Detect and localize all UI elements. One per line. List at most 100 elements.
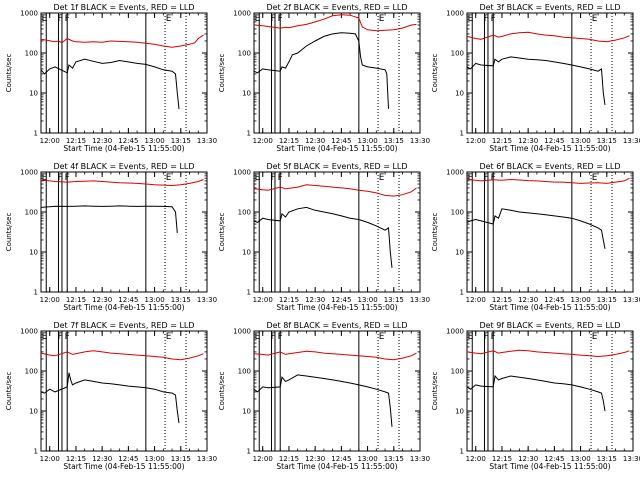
x-tick-label: 12:30 (305, 137, 325, 145)
x-tick-label: 12:15 (492, 137, 512, 145)
y-tick-label: 10 (29, 249, 38, 257)
y-axis-label: Counts/sec (218, 54, 226, 93)
y-tick-label: 1000 (20, 328, 38, 336)
x-tick-label: 12:15 (66, 455, 86, 463)
marker-letter: E (255, 332, 261, 342)
y-tick-label: 1 (460, 130, 464, 138)
marker-letter: F (65, 173, 70, 183)
chart-title: Det 7f BLACK = Events, RED = LLD (53, 321, 194, 330)
y-tick-label: 100 (238, 209, 251, 217)
events-series-line (40, 372, 180, 424)
events-series-line (466, 208, 606, 249)
x-tick-label: 13:30 (623, 137, 640, 145)
x-tick-label: 12:30 (92, 296, 112, 304)
x-tick-label: 12:15 (279, 455, 299, 463)
y-tick-label: 1 (247, 130, 251, 138)
y-tick-label: 1 (247, 448, 251, 456)
x-tick-label: 13:30 (623, 455, 640, 463)
chart-panel: Det 2f BLACK = Events, RED = LLD Counts/s… (218, 3, 430, 153)
x-axis-label: Start Time (04-Feb-15 11:55:00) (489, 303, 610, 312)
x-tick-label: 12:00 (40, 455, 60, 463)
marker-letter: E (592, 14, 598, 24)
x-tick-label: 12:45 (544, 296, 564, 304)
chart-title: Det 6f BLACK = Events, RED = LLD (479, 162, 620, 171)
x-tick-label: 13:15 (171, 455, 191, 463)
y-tick-label: 10 (29, 408, 38, 416)
x-tick-label: 12:15 (279, 296, 299, 304)
x-axis-label: Start Time (04-Feb-15 11:55:00) (63, 303, 184, 312)
y-axis-label: Counts/sec (431, 372, 439, 411)
lld-series-line (466, 177, 630, 184)
x-tick-label: 13:15 (384, 296, 404, 304)
y-tick-label: 100 (25, 209, 38, 217)
marker-letter: F (271, 173, 276, 183)
events-series-line (253, 374, 393, 427)
chart-panel: Det 6f BLACK = Events, RED = LLD Counts/s… (431, 162, 640, 312)
x-tick-label: 12:00 (253, 137, 273, 145)
marker-letter: F (278, 332, 283, 342)
x-tick-label: 13:30 (410, 137, 430, 145)
marker-letter: E (255, 14, 261, 24)
x-axis-label: Start Time (04-Feb-15 11:55:00) (276, 462, 397, 471)
y-tick-label: 1 (460, 289, 464, 297)
chart-panel: Det 3f BLACK = Events, RED = LLD Counts/s… (431, 3, 640, 153)
x-tick-label: 13:00 (144, 296, 164, 304)
marker-letter: E (42, 173, 48, 183)
y-tick-label: 1000 (446, 10, 464, 18)
x-tick-label: 12:15 (492, 455, 512, 463)
events-series-line (253, 206, 393, 268)
x-tick-label: 12:45 (544, 455, 564, 463)
y-tick-label: 1000 (20, 169, 38, 177)
marker-letter: E (592, 332, 598, 342)
x-tick-label: 12:15 (66, 296, 86, 304)
y-tick-label: 1000 (233, 328, 251, 336)
x-tick-label: 13:15 (597, 296, 617, 304)
y-tick-label: 100 (238, 50, 251, 58)
y-tick-label: 1 (460, 448, 464, 456)
marker-letter: E (255, 173, 261, 183)
y-axis-label: Counts/sec (218, 372, 226, 411)
x-tick-label: 13:30 (623, 296, 640, 304)
chart-title: Det 2f BLACK = Events, RED = LLD (266, 3, 407, 12)
plot-frame (253, 330, 421, 452)
lld-series-line (253, 14, 417, 32)
chart-title: Det 8f BLACK = Events, RED = LLD (266, 321, 407, 330)
marker-letter: F (491, 173, 496, 183)
x-tick-label: 12:30 (92, 455, 112, 463)
x-axis-label: Start Time (04-Feb-15 11:55:00) (489, 144, 610, 153)
lld-series-line (40, 350, 204, 361)
marker-letter: E (166, 173, 172, 183)
marker-letter: F (491, 332, 496, 342)
x-axis-label: Start Time (04-Feb-15 11:55:00) (63, 462, 184, 471)
plot-frame (466, 12, 634, 134)
events-series-line (253, 32, 389, 109)
y-axis-label: Counts/sec (431, 54, 439, 93)
y-tick-label: 100 (451, 368, 464, 376)
x-tick-label: 12:00 (466, 296, 486, 304)
y-tick-label: 1000 (233, 10, 251, 18)
x-tick-label: 13:30 (410, 455, 430, 463)
y-tick-label: 1000 (446, 328, 464, 336)
x-tick-label: 12:30 (518, 296, 538, 304)
chart-title: Det 1f BLACK = Events, RED = LLD (53, 3, 194, 12)
chart-title: Det 4f BLACK = Events, RED = LLD (53, 162, 194, 171)
marker-letter: F (65, 332, 70, 342)
y-tick-label: 10 (455, 408, 464, 416)
chart-panel: Det 4f BLACK = Events, RED = LLD Counts/s… (5, 162, 217, 312)
x-tick-label: 12:45 (118, 455, 138, 463)
x-tick-label: 12:00 (466, 455, 486, 463)
x-tick-label: 12:30 (518, 455, 538, 463)
marker-letter: F (58, 14, 63, 24)
events-series-line (466, 374, 606, 412)
chart-title: Det 5f BLACK = Events, RED = LLD (266, 162, 407, 171)
y-axis-label: Counts/sec (218, 213, 226, 252)
x-tick-label: 12:45 (331, 296, 351, 304)
x-tick-label: 13:00 (144, 137, 164, 145)
y-tick-label: 1 (34, 130, 38, 138)
x-tick-label: 13:00 (570, 296, 590, 304)
marker-letter: F (278, 173, 283, 183)
x-tick-label: 13:30 (197, 455, 217, 463)
y-tick-label: 10 (455, 249, 464, 257)
plot-frame (40, 330, 208, 452)
